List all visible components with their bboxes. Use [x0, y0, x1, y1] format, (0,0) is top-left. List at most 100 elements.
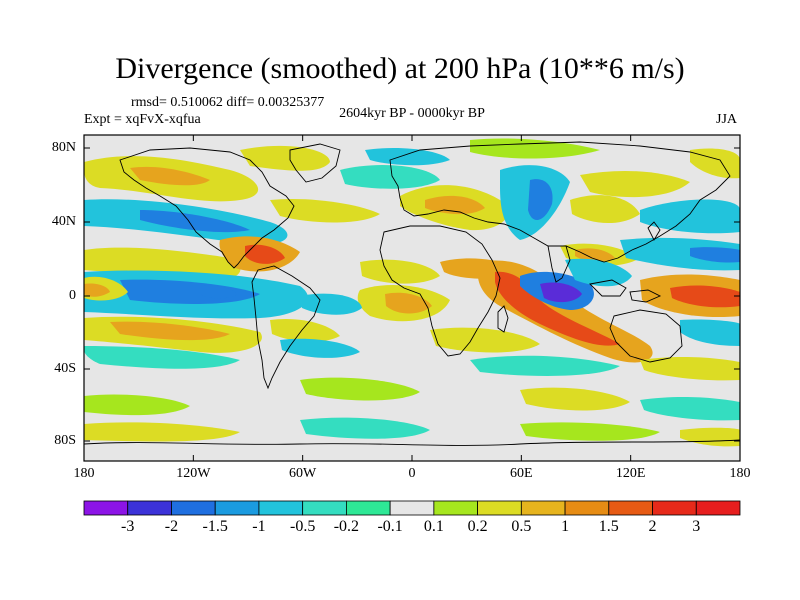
field-blob [520, 422, 660, 441]
colorbar-swatch [477, 500, 522, 516]
colorbar-swatch [214, 500, 260, 516]
plot-title: Divergence (smoothed) at 200 hPa (10**6 … [115, 52, 685, 85]
colorbar-swatch [520, 500, 566, 516]
field-blob [470, 138, 600, 159]
colorbar-label: -1.5 [202, 518, 228, 535]
coastline-indonesia [589, 279, 662, 303]
field-blob [640, 356, 740, 381]
colorbar-swatch [258, 500, 304, 516]
coastlines [84, 141, 740, 446]
field-blob [575, 248, 615, 262]
field-blob [570, 195, 640, 224]
coastline-africa [379, 225, 501, 357]
latitude-tick-label: 40S [54, 361, 76, 376]
field-blob [690, 148, 740, 179]
coastline-north-america [119, 147, 295, 269]
rmsd-diff-stats: rmsd= 0.510062 diff= 0.00325377 [131, 95, 325, 110]
longitude-tick-label: 60W [289, 466, 317, 481]
colorbar-label: -3 [121, 518, 135, 535]
field-blob [640, 199, 740, 234]
latitude-tick-label: 80S [54, 433, 76, 448]
field-blob [84, 422, 240, 442]
colorbar-swatch [345, 500, 391, 516]
field-blob [130, 166, 210, 186]
field-blob [620, 237, 740, 271]
longitude-tick-label: 180 [73, 466, 95, 481]
field-blob [84, 394, 190, 416]
field-blob [580, 170, 690, 198]
longitude-tick-label: 0 [408, 466, 416, 481]
coastline-eurasia [389, 141, 731, 263]
season-label: JJA [716, 112, 738, 127]
colorbar-label: 0.5 [511, 518, 532, 535]
coastline-australia [609, 309, 683, 363]
field-blob [360, 259, 440, 284]
field-blob [425, 195, 485, 215]
experiment-label: Expt = xqFvX-xqfua [84, 112, 201, 127]
coastline-japan [647, 221, 661, 241]
field-blob [680, 319, 740, 346]
colorbar-swatch [564, 500, 610, 516]
field-blob [270, 198, 380, 223]
field-blob [110, 321, 230, 341]
latitude-tick-label: 40N [51, 214, 76, 229]
colorbar-label: -0.2 [333, 518, 360, 535]
colorbar-label: -1 [252, 518, 266, 535]
colorbar-swatch [652, 500, 697, 516]
colorbar-label: 0.2 [467, 518, 488, 535]
colorbar-swatch [389, 500, 435, 516]
field-blob [200, 285, 238, 299]
colorbar-swatch [127, 500, 172, 516]
field-blob [84, 346, 240, 369]
longitude-tick-label: 180 [729, 466, 751, 481]
field-blob [140, 210, 250, 233]
field-blob [300, 417, 430, 439]
field-blob [670, 285, 740, 308]
coastline-madagascar [497, 305, 509, 333]
coastline-greenland [289, 143, 341, 183]
field-blob [240, 145, 330, 171]
latitude-tick-label: 80N [51, 140, 76, 155]
field-blob [270, 318, 340, 342]
time-period-label: 2604kyr BP - 0000kyr BP [339, 106, 485, 121]
longitude-tick-label: 120E [615, 466, 646, 481]
field-blob [690, 247, 740, 263]
field-blob [84, 283, 110, 297]
colorbar-swatch [83, 500, 129, 516]
colorbar-label: -2 [164, 518, 179, 535]
field-blob [565, 258, 632, 287]
field-blob [640, 396, 740, 421]
field-blob [300, 293, 362, 315]
colorbar-label: 1 [561, 518, 570, 535]
colorbar-swatch [433, 500, 479, 516]
colorbar-label: 1.5 [598, 518, 619, 535]
field-blob [280, 338, 360, 358]
field-blob [300, 377, 420, 401]
longitude-tick-label: 60E [510, 466, 533, 481]
colorbar-swatch [695, 500, 741, 516]
colorbar-swatch [608, 500, 653, 516]
field-blob [470, 355, 620, 376]
field-blob [340, 165, 440, 189]
colorbar-label: 2 [648, 518, 657, 535]
field-blob [528, 179, 553, 221]
longitude-tick-label: 120W [176, 466, 211, 481]
coastline-south-america [251, 265, 321, 390]
field-blob [430, 327, 540, 353]
field-blob [365, 148, 450, 166]
colorbar-label: -0.1 [377, 518, 403, 535]
field-blob [385, 292, 432, 314]
colorbar-label: -0.5 [289, 518, 316, 535]
field-blob [245, 244, 285, 264]
axis-ticks [83, 135, 741, 461]
colorbar-label: 3 [692, 518, 701, 535]
coastline-antarctica [84, 439, 740, 446]
colorbar-swatch [171, 500, 216, 516]
field-blob [520, 387, 630, 411]
latitude-tick-label: 0 [69, 288, 76, 303]
colorbar-label: 0.1 [423, 518, 444, 535]
field-blob [540, 282, 582, 303]
coastline-india [547, 245, 571, 283]
